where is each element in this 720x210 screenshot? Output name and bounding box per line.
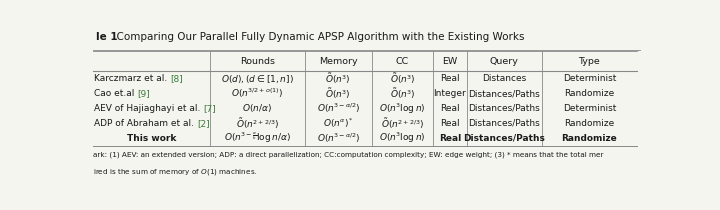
Text: $\tilde{O}(n^3)$: $\tilde{O}(n^3)$ xyxy=(390,71,415,86)
Text: $O(n^{3/2+o(1)})$: $O(n^{3/2+o(1)})$ xyxy=(231,87,284,100)
Text: Distances/Paths: Distances/Paths xyxy=(464,134,545,143)
Text: $O(n^{3-\alpha/2})$: $O(n^{3-\alpha/2})$ xyxy=(317,131,360,145)
Text: Distances/Paths: Distances/Paths xyxy=(469,89,540,98)
Text: $O(n^3\log n)$: $O(n^3\log n)$ xyxy=(379,131,426,146)
Text: $O(n/\alpha)$: $O(n/\alpha)$ xyxy=(243,102,272,114)
Text: ADP of Abraham et al. [2]: ADP of Abraham et al. [2] xyxy=(94,119,209,128)
Text: $O(n^3\log n)$: $O(n^3\log n)$ xyxy=(379,101,426,116)
Text: This work: This work xyxy=(127,134,176,143)
Text: ark: (1) AEV: an extended version; ADP: a direct parallelization; CC:computation: ark: (1) AEV: an extended version; ADP: … xyxy=(93,151,603,158)
Text: Determinist: Determinist xyxy=(563,74,616,83)
Text: Distances: Distances xyxy=(482,74,526,83)
Text: [7]: [7] xyxy=(203,104,216,113)
Text: Cao et.al [9]: Cao et.al [9] xyxy=(123,89,179,98)
Text: $\tilde{O}(n^3)$: $\tilde{O}(n^3)$ xyxy=(325,71,351,86)
Text: Integer: Integer xyxy=(433,89,467,98)
Text: le 1: le 1 xyxy=(96,33,117,42)
Text: EW: EW xyxy=(442,57,457,66)
Text: ADP of Abraham et al.: ADP of Abraham et al. xyxy=(94,119,197,128)
Text: Distances/Paths: Distances/Paths xyxy=(469,104,540,113)
Text: Determinist: Determinist xyxy=(563,104,616,113)
Text: Real: Real xyxy=(438,134,461,143)
Text: AEV of Hajiaghayi et al.: AEV of Hajiaghayi et al. xyxy=(94,104,203,113)
Text: Type: Type xyxy=(579,57,600,66)
Text: Rounds: Rounds xyxy=(240,57,275,66)
Text: Randomize: Randomize xyxy=(562,134,617,143)
Text: AEV of Hajiaghayi et al. [7]: AEV of Hajiaghayi et al. [7] xyxy=(91,104,212,113)
Text: $\tilde{O}(n^{2+2/3})$: $\tilde{O}(n^{2+2/3})$ xyxy=(235,116,279,131)
Text: $\tilde{O}(n^3)$: $\tilde{O}(n^3)$ xyxy=(325,86,351,101)
Text: $O(n^{3-\alpha/2})$: $O(n^{3-\alpha/2})$ xyxy=(317,102,360,115)
Text: Real: Real xyxy=(440,119,460,128)
Text: Distances/Paths: Distances/Paths xyxy=(469,119,540,128)
Text: [8]: [8] xyxy=(170,74,183,83)
Text: Query: Query xyxy=(490,57,518,66)
Text: Comparing Our Parallel Fully Dynamic APSP Algorithm with the Existing Works: Comparing Our Parallel Fully Dynamic APS… xyxy=(109,33,524,42)
Text: Randomize: Randomize xyxy=(564,119,615,128)
Text: $\tilde{O}(n^{2+2/3})$: $\tilde{O}(n^{2+2/3})$ xyxy=(381,116,424,131)
Text: Randomize: Randomize xyxy=(564,89,615,98)
Text: $\tilde{O}(n^3)$: $\tilde{O}(n^3)$ xyxy=(390,86,415,101)
Text: Cao et.al: Cao et.al xyxy=(94,89,137,98)
Text: Karczmarz et al.: Karczmarz et al. xyxy=(94,74,170,83)
Text: $O(n^{\alpha})^*$: $O(n^{\alpha})^*$ xyxy=(323,117,354,130)
Text: Memory: Memory xyxy=(319,57,358,66)
Text: Real: Real xyxy=(440,74,460,83)
Text: Real: Real xyxy=(440,104,460,113)
Text: $O(n^{3-\frac{\alpha}{k}}\log n/\alpha)$: $O(n^{3-\frac{\alpha}{k}}\log n/\alpha)$ xyxy=(224,131,291,146)
Text: $O(d),(d\in[1,n])$: $O(d),(d\in[1,n])$ xyxy=(221,73,294,85)
Text: [9]: [9] xyxy=(137,89,150,98)
Text: Karczmarz et al. [8]: Karczmarz et al. [8] xyxy=(107,74,196,83)
Text: ired is the sum of memory of $O(1)$ machines.: ired is the sum of memory of $O(1)$ mach… xyxy=(93,167,257,177)
Text: CC: CC xyxy=(396,57,409,66)
Text: [2]: [2] xyxy=(197,119,210,128)
